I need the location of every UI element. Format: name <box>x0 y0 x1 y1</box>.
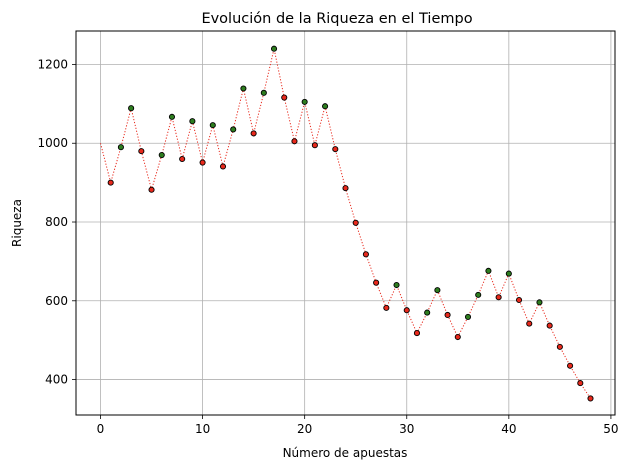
win-point <box>475 291 482 298</box>
win-point <box>230 126 237 133</box>
loss-point <box>556 343 563 350</box>
x-tick-label: 30 <box>399 422 414 436</box>
win-point <box>536 299 543 306</box>
loss-point <box>403 307 410 314</box>
loss-point <box>148 186 155 193</box>
loss-point <box>107 179 114 186</box>
loss-point <box>332 146 339 153</box>
x-tick-label: 0 <box>97 422 105 436</box>
win-point <box>424 309 431 316</box>
win-point <box>128 105 135 112</box>
loss-point <box>342 185 349 192</box>
chart-title: Evolución de la Riqueza en el Tiempo <box>201 11 472 27</box>
win-point <box>117 144 124 151</box>
loss-point <box>413 330 421 337</box>
win-point <box>209 122 216 129</box>
loss-point <box>577 380 584 387</box>
loss-point <box>281 94 288 101</box>
win-point <box>168 113 176 120</box>
loss-point <box>444 311 451 319</box>
loss-point <box>373 279 380 286</box>
win-point <box>485 267 492 274</box>
loss-point <box>352 219 359 226</box>
data-points <box>107 45 594 402</box>
win-point <box>322 103 329 110</box>
y-tick-label: 1000 <box>37 136 68 150</box>
win-point <box>189 118 196 125</box>
plot-frame <box>75 30 616 416</box>
loss-point <box>454 333 461 341</box>
win-point <box>434 287 441 294</box>
win-point <box>270 45 278 52</box>
loss-point <box>515 296 523 304</box>
loss-point <box>587 395 594 402</box>
loss-point <box>219 163 227 170</box>
loss-point <box>179 155 186 163</box>
win-point <box>464 313 472 320</box>
loss-point <box>362 251 369 258</box>
win-point <box>301 98 308 105</box>
loss-point <box>546 322 553 329</box>
y-tick-label: 1200 <box>37 57 68 71</box>
loss-point <box>495 294 502 301</box>
y-tick-label: 800 <box>45 215 68 229</box>
axis-ticks: 0 10 20 30 40 50 400 600 800 1000 1200 <box>37 57 618 436</box>
y-axis-label: Riqueza <box>10 199 24 247</box>
loss-point <box>526 320 533 327</box>
loss-point <box>291 138 298 145</box>
x-tick-label: 40 <box>501 422 516 436</box>
loss-point <box>138 148 145 155</box>
x-axis-label: Número de apuestas <box>283 446 408 460</box>
win-point <box>240 85 247 92</box>
loss-point <box>311 142 318 149</box>
win-point <box>393 281 400 289</box>
y-tick-label: 400 <box>45 373 68 387</box>
loss-point <box>199 159 206 166</box>
x-tick-label: 50 <box>603 422 618 436</box>
x-tick-label: 10 <box>195 422 210 436</box>
grid-lines <box>76 31 615 415</box>
win-point <box>260 89 267 96</box>
win-point <box>505 270 512 277</box>
loss-point <box>250 130 257 137</box>
loss-point <box>567 362 574 369</box>
win-point <box>158 152 165 159</box>
y-tick-label: 600 <box>45 294 68 308</box>
x-tick-label: 20 <box>297 422 312 436</box>
loss-point <box>383 304 390 311</box>
